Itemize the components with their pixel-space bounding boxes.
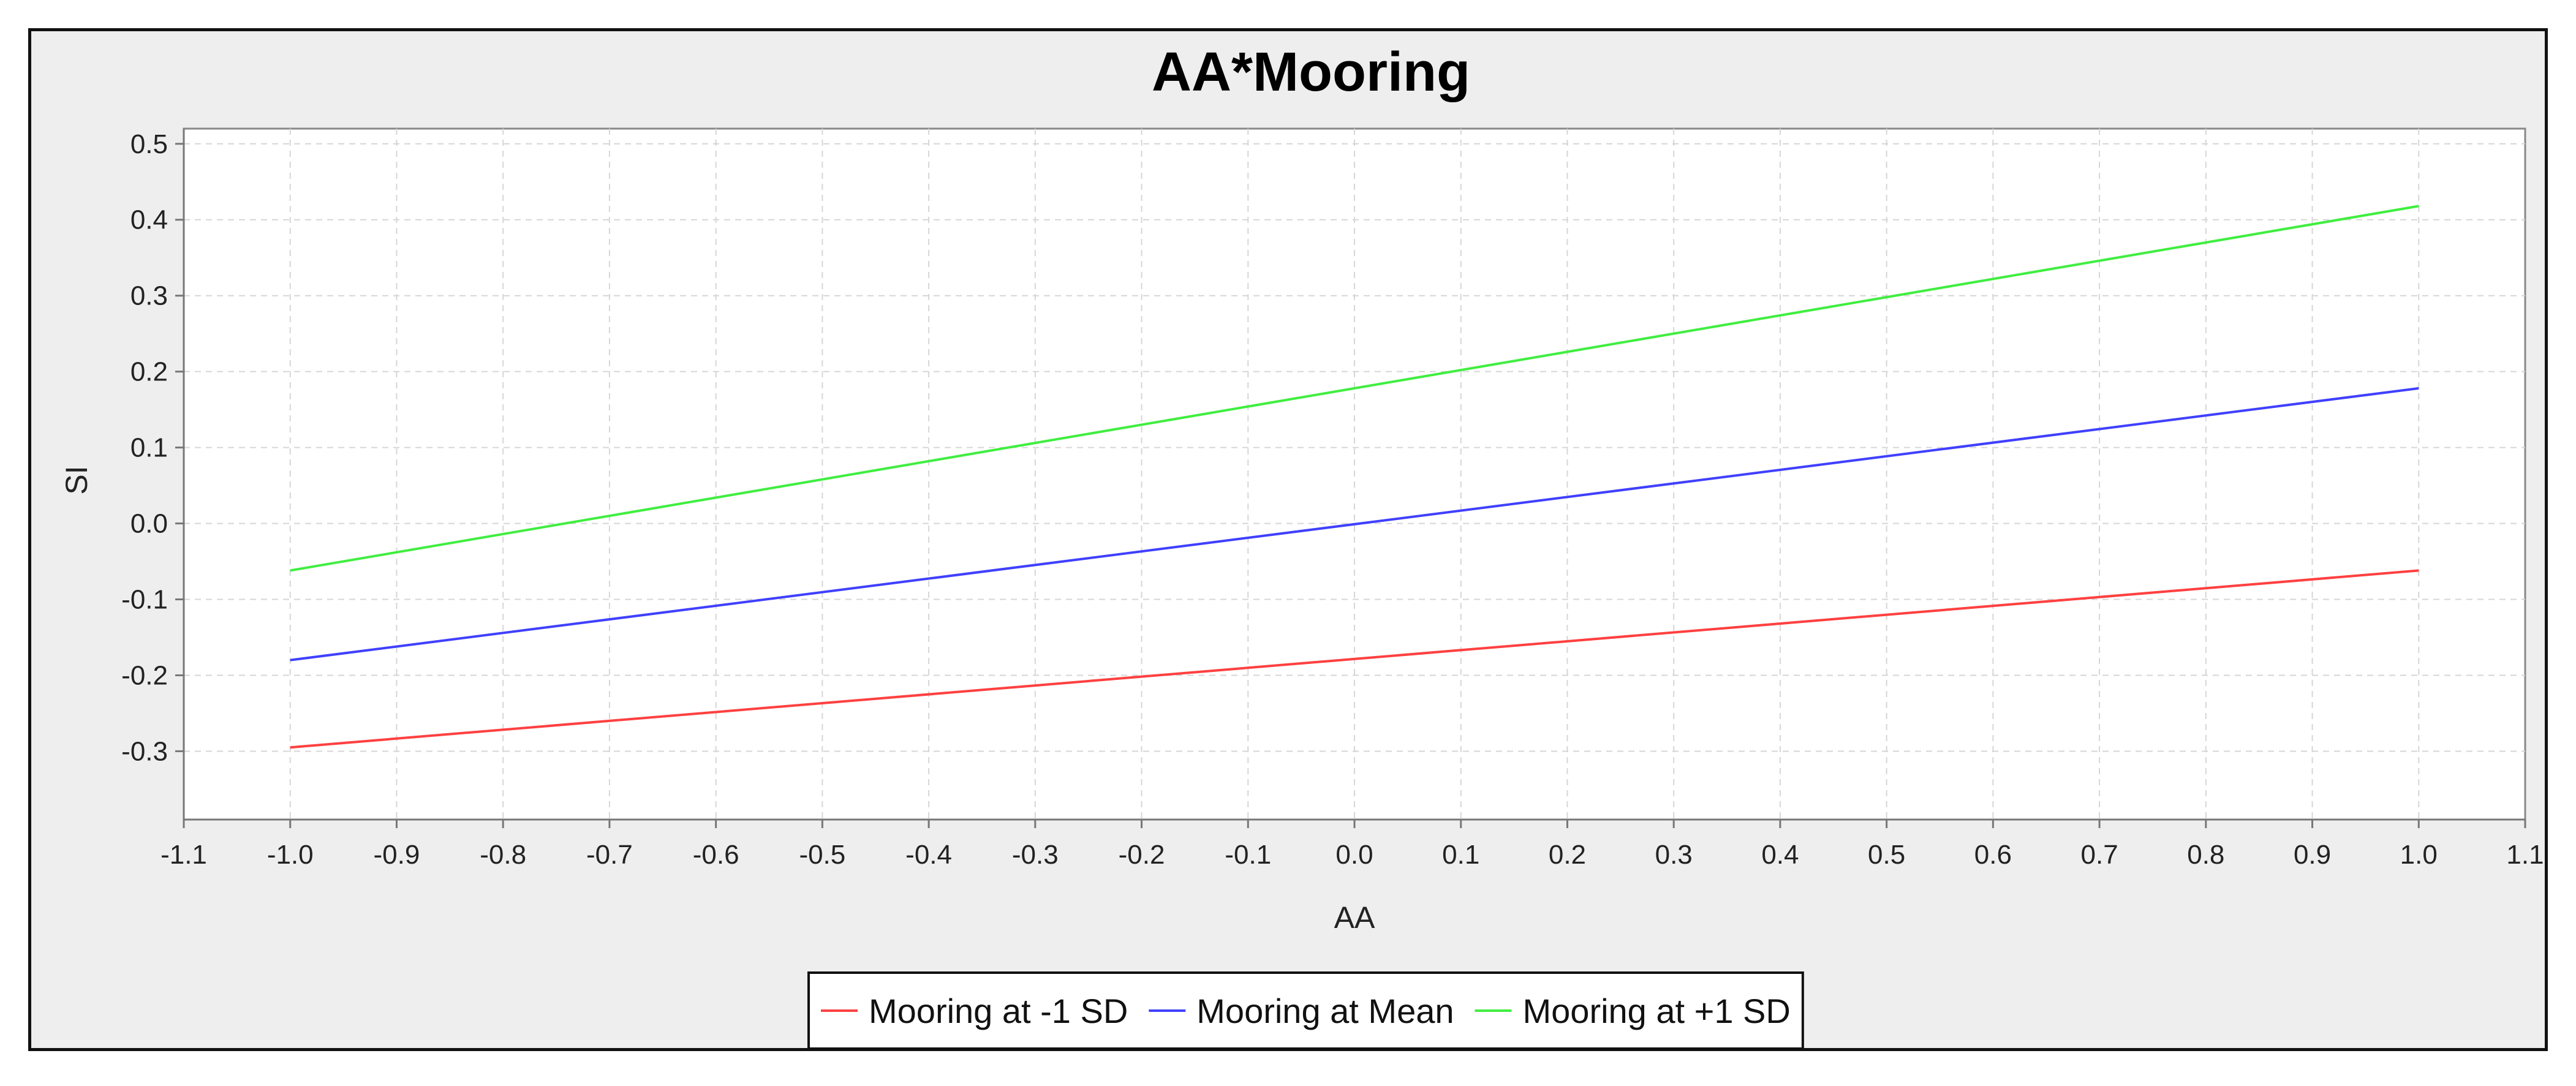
legend-label-1: Mooring at -1 SD — [869, 992, 1128, 1030]
x-tick-label: -0.9 — [374, 840, 420, 870]
y-tick-label: 0.1 — [130, 433, 168, 463]
series-lines — [290, 205, 2419, 749]
x-tick-label: -0.7 — [586, 840, 633, 870]
x-tick-label: 1.0 — [2400, 840, 2438, 870]
series-line-2 — [290, 387, 2419, 662]
y-tick-label: 0.0 — [130, 509, 168, 539]
chart-title: AA*Mooring — [1152, 42, 1470, 103]
x-tick-label: -0.4 — [905, 840, 952, 870]
y-tick-label: -0.2 — [121, 660, 168, 690]
x-tick-label: 0.3 — [1655, 840, 1693, 870]
series-line-3 — [290, 205, 2419, 572]
legend-label-3: Mooring at +1 SD — [1523, 992, 1791, 1030]
y-tick-label: 0.4 — [130, 205, 168, 235]
x-tick-label: -0.3 — [1012, 840, 1059, 870]
series-line-1 — [290, 569, 2419, 749]
x-tick-label: 0.2 — [1549, 840, 1586, 870]
x-tick-label: -0.6 — [693, 840, 739, 870]
x-tick-label: -0.5 — [799, 840, 845, 870]
legend-box — [807, 971, 1804, 1050]
y-tick-label: -0.1 — [121, 585, 168, 615]
x-tick-label: -0.1 — [1225, 840, 1271, 870]
x-tick-label: 0.5 — [1868, 840, 1905, 870]
x-tick-label: 0.4 — [1761, 840, 1799, 870]
x-tick-label: -0.8 — [480, 840, 526, 870]
x-tick-label: 0.1 — [1442, 840, 1479, 870]
x-tick-label: 1.1 — [2506, 840, 2544, 870]
legend: Mooring at -1 SD Mooring at Mean Mooring a… — [807, 971, 1804, 1050]
x-tick-label: 0.6 — [1974, 840, 2012, 870]
x-tick-label: 0.0 — [1335, 840, 1373, 870]
y-tick-label: 0.5 — [130, 129, 168, 159]
x-tick-label: 0.8 — [2187, 840, 2224, 870]
x-tick-label: -1.1 — [161, 840, 207, 870]
y-axis-label: SI — [59, 466, 94, 494]
axes: -1.1 -1.0 -0.9 -0.8 -0.7 -0.6 -0.5 -0.4 -0.3 -0.2… — [121, 129, 2544, 870]
legend-label-2: Mooring at Mean — [1196, 992, 1454, 1030]
y-tick-label: -0.3 — [121, 736, 168, 766]
x-tick-label: 0.7 — [2081, 840, 2118, 870]
x-tick-label: -1.0 — [267, 840, 314, 870]
x-tick-label: 0.9 — [2294, 840, 2331, 870]
y-tick-label: 0.2 — [130, 357, 168, 387]
x-axis-label: AA — [1334, 900, 1375, 935]
y-tick-label: 0.3 — [130, 281, 168, 311]
x-tick-label: -0.2 — [1119, 840, 1165, 870]
